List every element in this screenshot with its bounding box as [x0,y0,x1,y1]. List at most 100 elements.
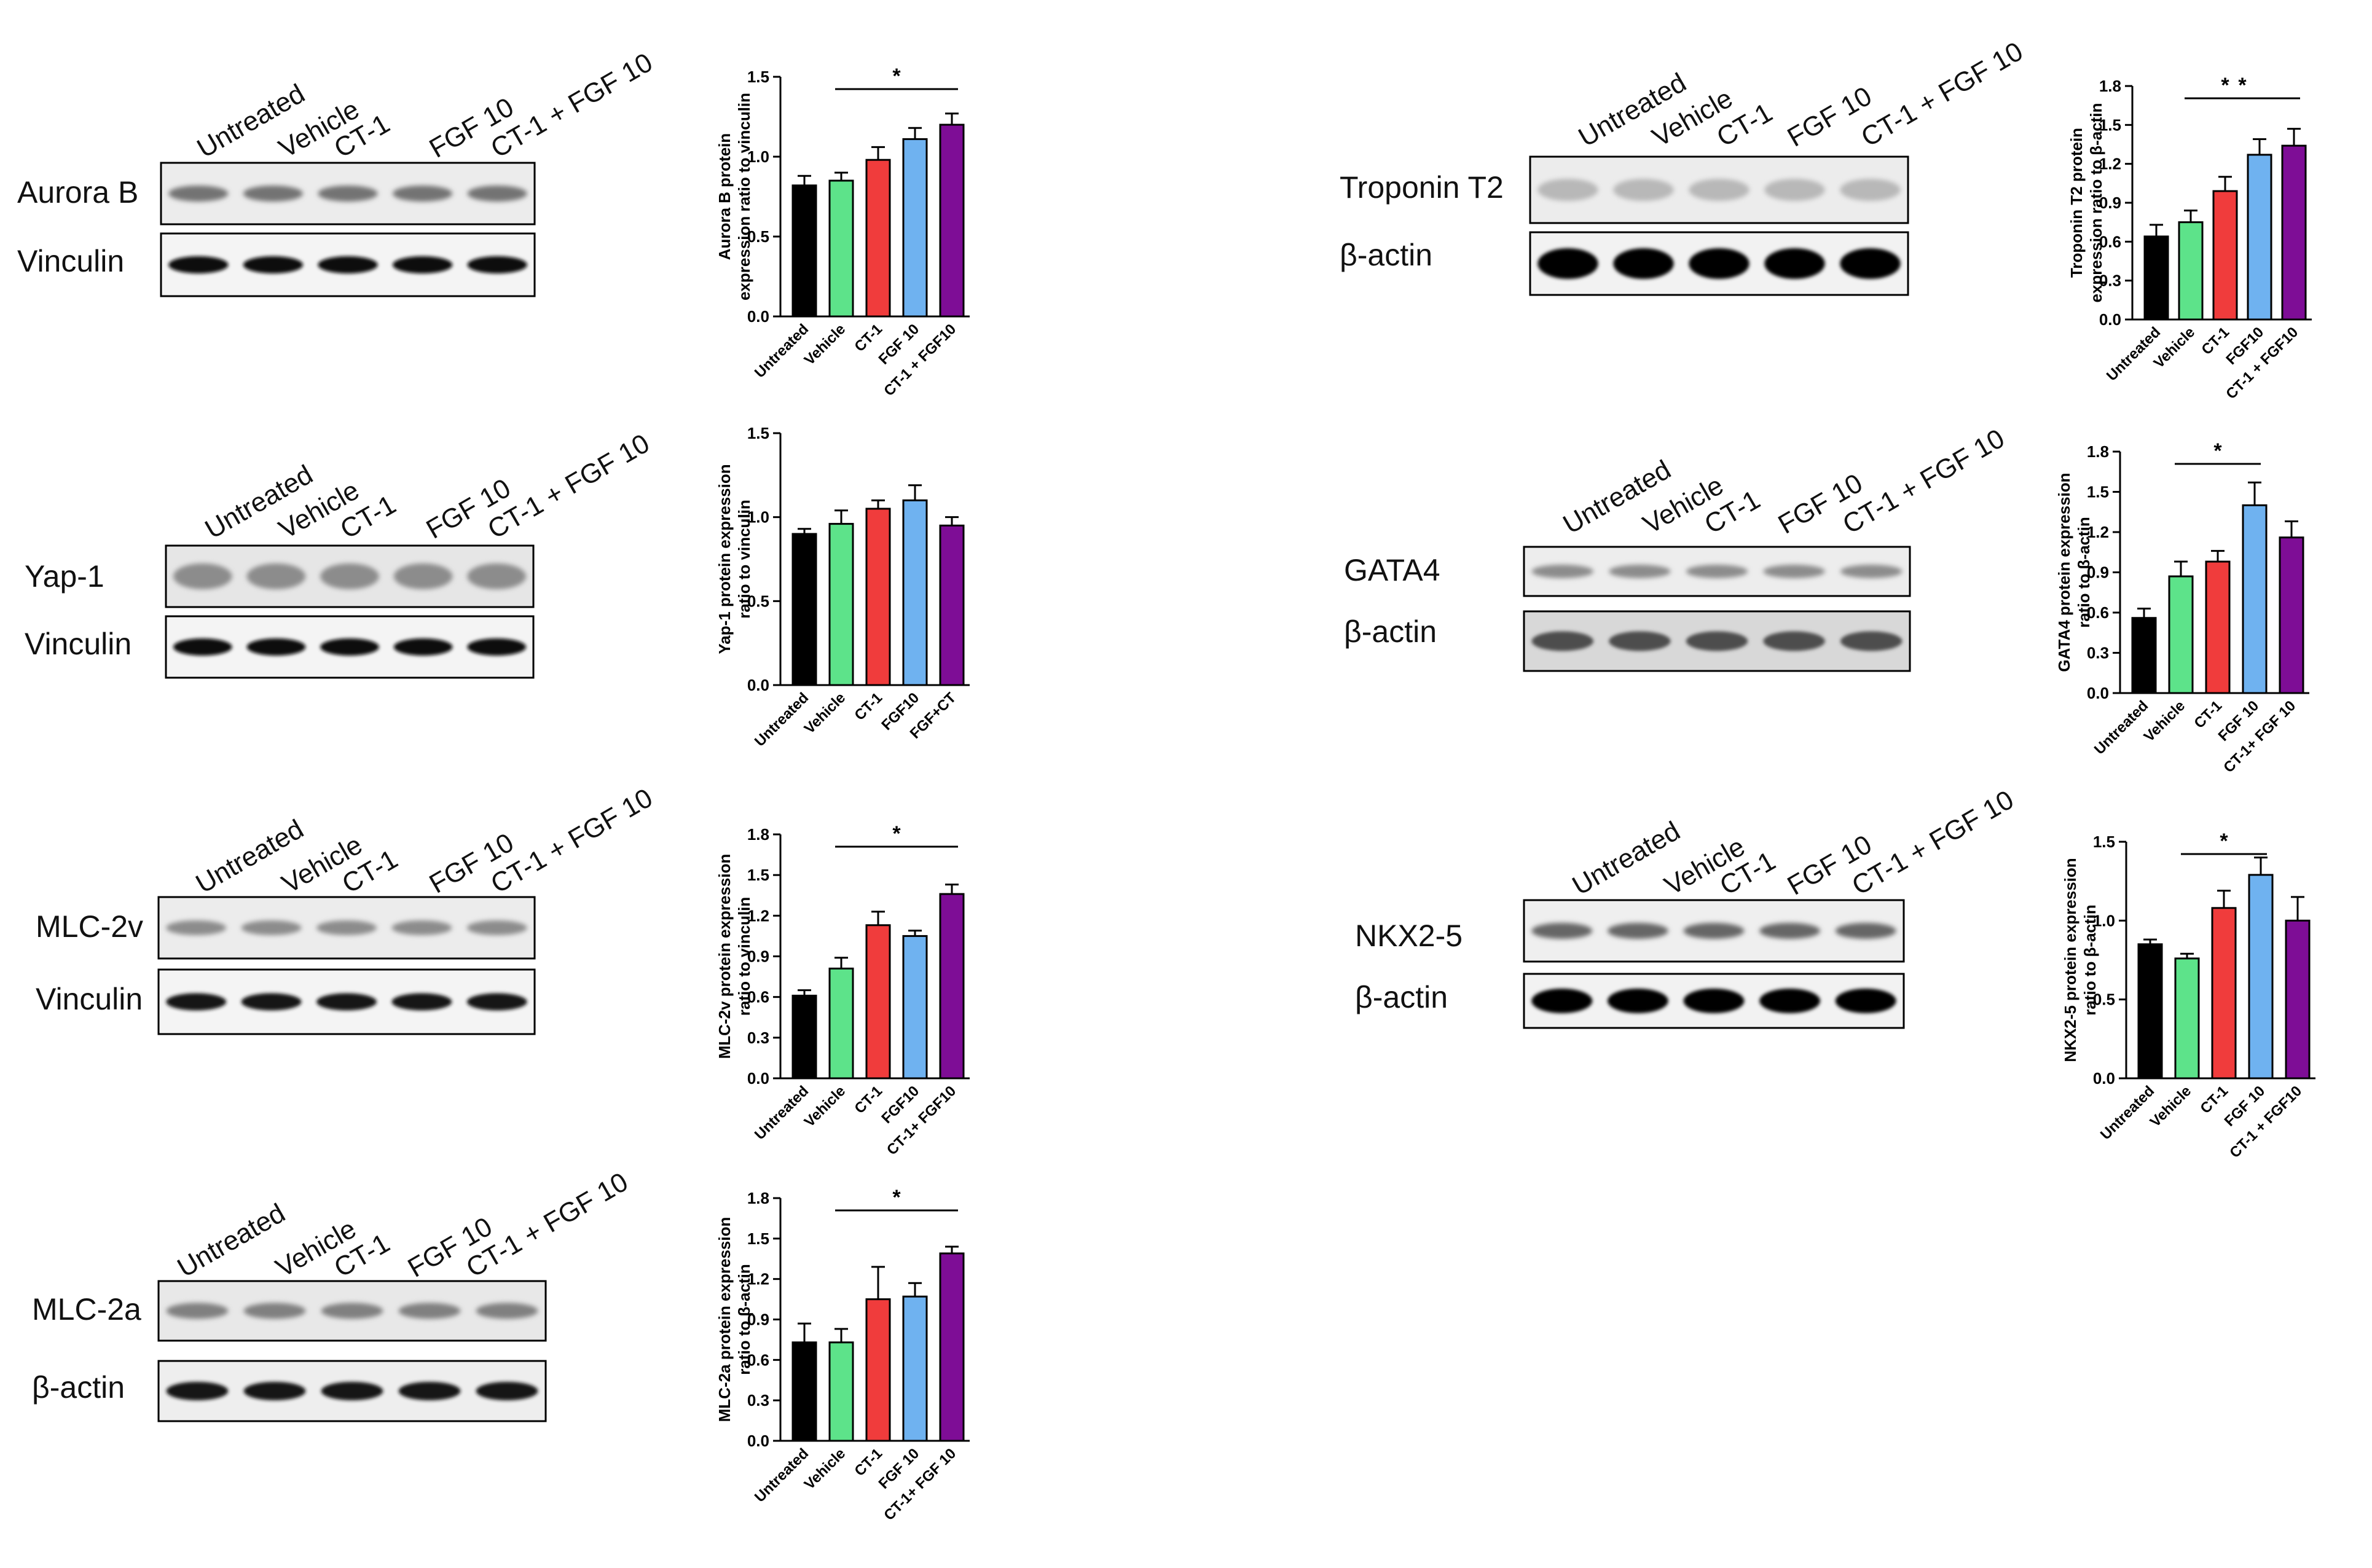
blot-band [241,993,302,1011]
blot-band [1759,989,1821,1013]
blot-band [243,256,304,273]
y-tick-label: 0.0 [747,1069,769,1088]
blot-band [391,993,452,1011]
bar-ct-1-fgf-10 [2279,536,2304,694]
blot-band [166,993,227,1011]
significance-star: * [2220,829,2228,853]
bar-ct-1 [865,508,891,686]
row-label: Yap-1 [25,559,104,594]
blot-band [173,638,232,656]
significance-star: * [2213,439,2222,463]
y-tick-label: 1.0 [747,508,769,527]
x-category-label: CT-1 [2191,697,2225,732]
bar-ct-1 [865,1298,891,1442]
y-tick-label: 0.3 [747,1391,769,1409]
significance-star: * [892,822,901,845]
blot-band [1689,248,1750,279]
significance-star: * [892,65,901,88]
blot-band [321,1382,383,1400]
bar-ct-1 [2212,190,2238,321]
lane-label: Untreated [173,1198,291,1284]
blot-band [1840,565,1903,578]
blot-band [1531,923,1593,939]
y-tick-label: 0.5 [2093,990,2115,1009]
blot-band [1609,565,1671,578]
y-tick-label: 0.9 [747,947,769,966]
blot-band [243,1382,306,1400]
blot-band [1689,179,1750,201]
blot-band [476,1382,538,1400]
blot-band [476,1303,538,1319]
bar-fgf10 [902,499,928,686]
y-tick-label: 1.2 [2087,523,2109,541]
y-tick-label: 0.3 [747,1029,769,1047]
blot-band [1686,565,1748,578]
blot-band [398,1382,461,1400]
blot-band [316,920,377,935]
y-tick-label: 1.5 [2099,116,2121,134]
blot-band [1763,631,1825,651]
bar-vehicle [828,523,854,686]
y-tick-label: 0.6 [747,1350,769,1369]
y-axis-label: Troponin T2 proteinexpression ratio to β… [2067,103,2105,302]
row-label: NKX2-5 [1355,919,1463,953]
blot-band [320,638,379,656]
y-tick-label: 0.0 [747,1432,769,1450]
row-label: β-actin [32,1370,125,1405]
blot-band [243,1303,306,1319]
bar-ct-1 [2211,907,2237,1080]
y-tick-label: 0.3 [2099,272,2121,290]
blot-band [398,1303,461,1319]
blot-band [1531,989,1593,1013]
y-tick-label: 0.0 [747,676,769,694]
blot-band [321,1303,383,1319]
y-tick-label: 1.8 [747,1189,769,1207]
y-tick-label: 0.6 [2087,603,2109,622]
blot-band [1531,631,1594,651]
row-label: Troponin T2 [1340,170,1504,205]
blot-band [1686,631,1748,651]
x-category-label: CT-1 [851,1445,886,1480]
bar-untreated [791,533,817,686]
blot-band [466,993,527,1011]
blot-band [320,563,379,589]
y-tick-label: 1.5 [747,866,769,884]
y-tick-label: 0.9 [2099,194,2121,212]
blot-band [1840,631,1903,651]
y-tick-label: 0.9 [2087,563,2109,582]
blot-band [391,920,452,935]
x-category-label: Untreated [2091,697,2151,758]
y-tick-label: 0.6 [747,988,769,1006]
y-tick-label: 0.5 [747,592,769,610]
bar-fgf-10 [2248,874,2274,1080]
y-tick-label: 1.2 [2099,155,2121,173]
y-tick-label: 1.8 [2087,442,2109,461]
blot-band [467,256,527,273]
blot-band [1835,989,1896,1013]
y-tick-label: 1.2 [747,1270,769,1288]
y-axis-label: MLC-2a protein expressionratio to β-acti… [715,1217,753,1422]
y-axis-label: GATA4 protein expressionratio to β-actin [2055,472,2093,672]
blot-band [393,638,453,656]
blot-band [1764,179,1825,201]
bar-ct-1-fgf10 [939,893,965,1080]
row-label: MLC-2a [32,1292,141,1327]
lane-label: CT-1 + FGF 10 [1838,423,2010,540]
x-category-label: Vehicle [801,689,849,737]
bar-ct-1 [2205,560,2231,694]
blot-band [243,186,304,202]
blot-band [392,186,453,202]
y-tick-label: 1.5 [2093,833,2115,851]
blot-band [246,638,306,656]
bar-fgf10 [902,935,928,1080]
bar-fgf-10 [2242,504,2268,694]
blot-band [318,186,378,202]
blot-band [467,638,527,656]
